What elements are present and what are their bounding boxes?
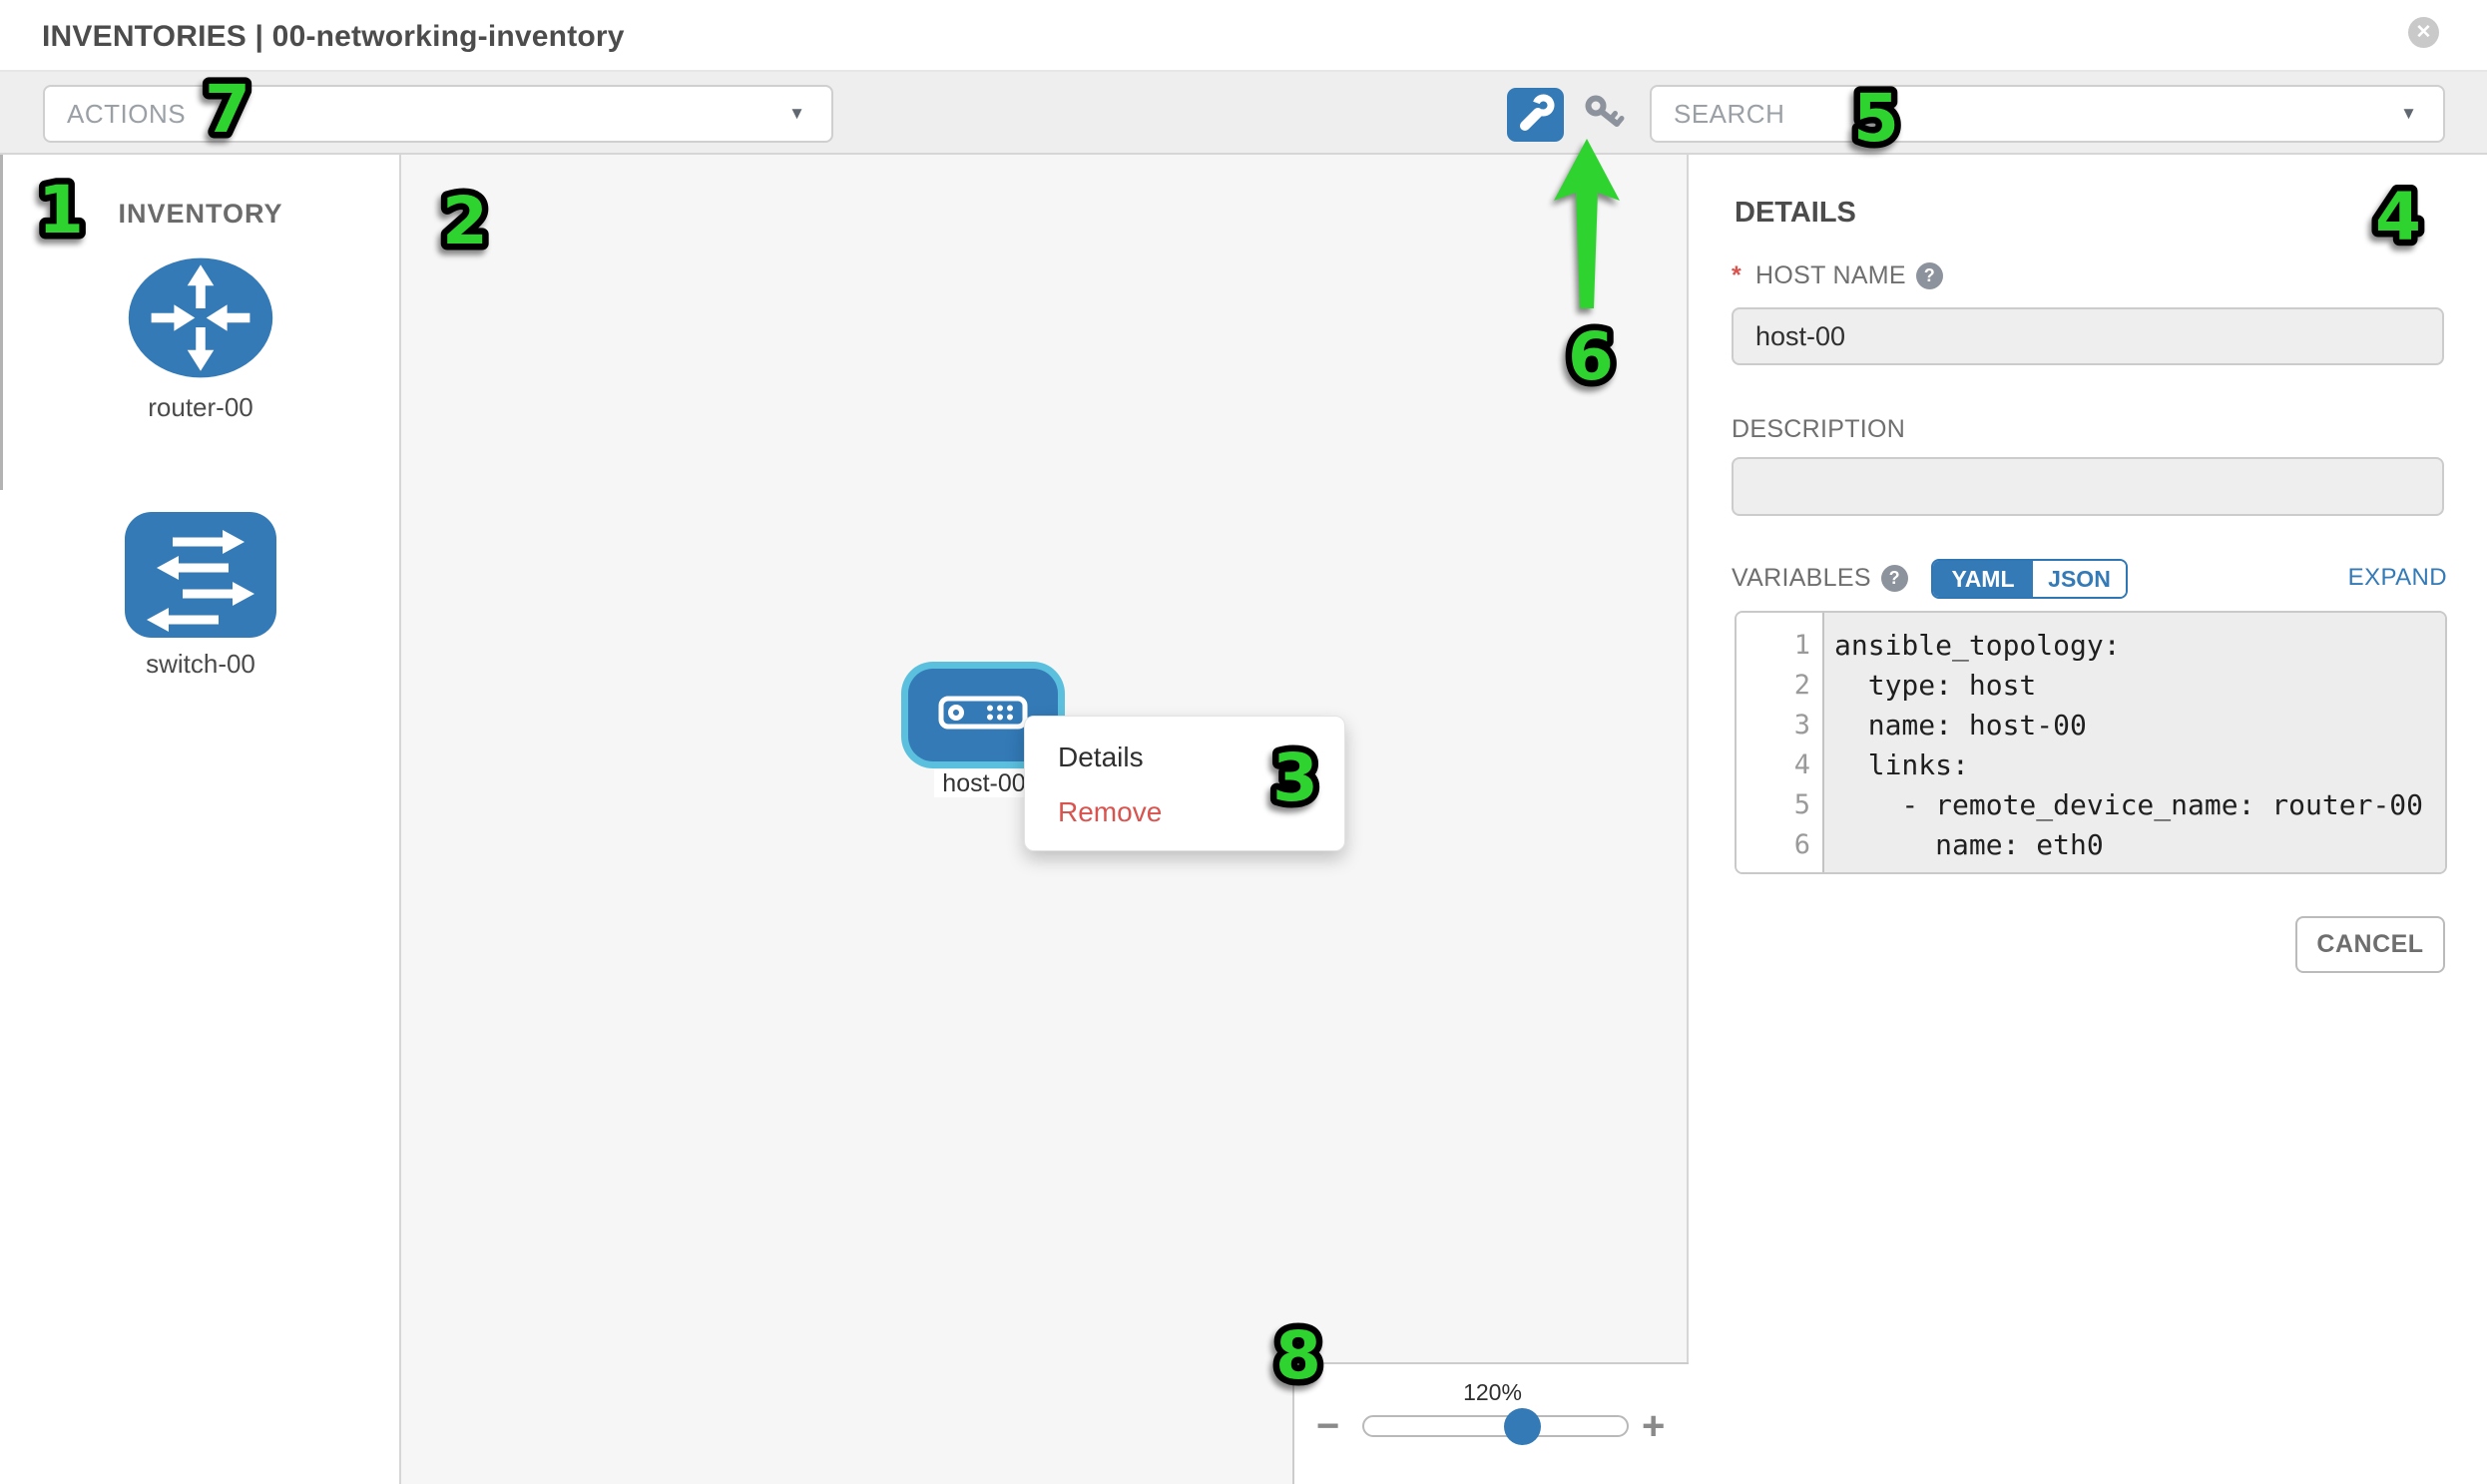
switch-icon [125, 512, 276, 642]
key-button[interactable] [1583, 86, 1627, 142]
help-icon[interactable]: ? [1880, 565, 1908, 592]
code-line: links: [1834, 748, 1969, 781]
panel-title: DETAILS [1735, 197, 1856, 229]
context-menu: Details Remove [1024, 716, 1345, 851]
inventory-sidebar: INVENTORY router-00 [0, 155, 401, 1484]
toolbar: ACTIONS ▼ SEARCH ▼ [0, 72, 2487, 155]
zoom-percent-label: 120% [1463, 1379, 1522, 1405]
code-line: - remote_device_name: router-00 [1834, 788, 2424, 821]
context-menu-item-details[interactable]: Details [1058, 742, 1144, 772]
host-icon [938, 696, 1028, 735]
sidebar-title: INVENTORY [118, 199, 283, 229]
zoom-slider-track[interactable] [1362, 1415, 1629, 1437]
close-icon[interactable]: ✕ [2408, 17, 2439, 48]
line-number: 3 [1793, 710, 1810, 741]
tools-button[interactable] [1507, 88, 1564, 142]
tab-json[interactable]: JSON [2033, 561, 2126, 597]
description-label: DESCRIPTION [1732, 415, 1906, 443]
line-number: 1 [1793, 630, 1810, 661]
code-line: name: eth0 [1834, 828, 2104, 861]
wrench-icon [1514, 91, 1558, 140]
variables-label-text: VARIABLES [1732, 564, 1871, 592]
host-name-label: * HOST NAME ? [1732, 261, 1943, 290]
actions-dropdown-label: ACTIONS [67, 98, 187, 129]
search-input-placeholder: SEARCH [1674, 98, 1785, 129]
context-menu-item-remove[interactable]: Remove [1058, 796, 1163, 827]
actions-dropdown[interactable]: ACTIONS ▼ [43, 85, 833, 143]
close-glyph: ✕ [2415, 22, 2432, 43]
tab-yaml[interactable]: YAML [1933, 561, 2033, 597]
line-number: 4 [1793, 749, 1810, 780]
scrollbar[interactable] [0, 155, 3, 490]
question-glyph: ? [1888, 568, 1900, 588]
key-icon [1584, 94, 1626, 135]
sidebar-item-router[interactable]: router-00 [0, 254, 401, 423]
editor-line-numbers: 1 2 3 4 5 6 7 [1737, 613, 1824, 872]
host-node-label: host-00 [934, 769, 1034, 797]
page-title: INVENTORIES | 00-networking-inventory [42, 20, 625, 53]
zoom-in-button[interactable]: + [1642, 1404, 1666, 1448]
window-header: INVENTORIES | 00-networking-inventory ✕ [0, 0, 2487, 72]
line-number: 5 [1793, 789, 1810, 820]
details-panel: DETAILS * HOST NAME ? DESCRIPTION VARIAB… [1689, 155, 2487, 1484]
line-number: 6 [1793, 829, 1810, 860]
router-icon [125, 257, 276, 385]
search-dropdown[interactable]: SEARCH ▼ [1650, 85, 2445, 143]
chevron-down-icon: ▼ [2400, 104, 2417, 123]
description-input[interactable] [1732, 457, 2444, 516]
code-line: ansible_topology: [1834, 629, 2121, 662]
required-marker: * [1732, 261, 1742, 289]
zoom-slider-thumb[interactable] [1504, 1408, 1541, 1445]
line-number: 2 [1793, 670, 1810, 701]
zoom-out-button[interactable]: − [1316, 1404, 1340, 1448]
sidebar-item-switch[interactable]: switch-00 [0, 512, 401, 680]
question-glyph: ? [1923, 265, 1936, 285]
code-line: type: host [1834, 669, 2037, 702]
line-number: 7 [1737, 865, 1822, 872]
expand-link[interactable]: EXPAND [2347, 564, 2447, 591]
zoom-control: 120% − + [1292, 1362, 1689, 1484]
cancel-button[interactable]: CANCEL [2295, 916, 2445, 973]
sidebar-item-label: router-00 [148, 392, 253, 422]
format-toggle: YAML JSON [1931, 559, 2128, 599]
code-line: remote_interface_name: eth0 [1824, 865, 2445, 872]
host-name-input[interactable] [1732, 307, 2444, 365]
variables-label: VARIABLES ? [1732, 564, 1908, 593]
variables-editor[interactable]: 1 2 3 4 5 6 7 ansible_topology: type: ho… [1735, 611, 2447, 874]
code-line: name: host-00 [1834, 709, 2087, 742]
help-icon[interactable]: ? [1915, 262, 1943, 289]
chevron-down-icon: ▼ [788, 104, 805, 123]
sidebar-item-label: switch-00 [146, 649, 255, 679]
host-name-label-text: HOST NAME [1755, 261, 1906, 289]
editor-code[interactable]: ansible_topology: type: host name: host-… [1824, 613, 2445, 872]
